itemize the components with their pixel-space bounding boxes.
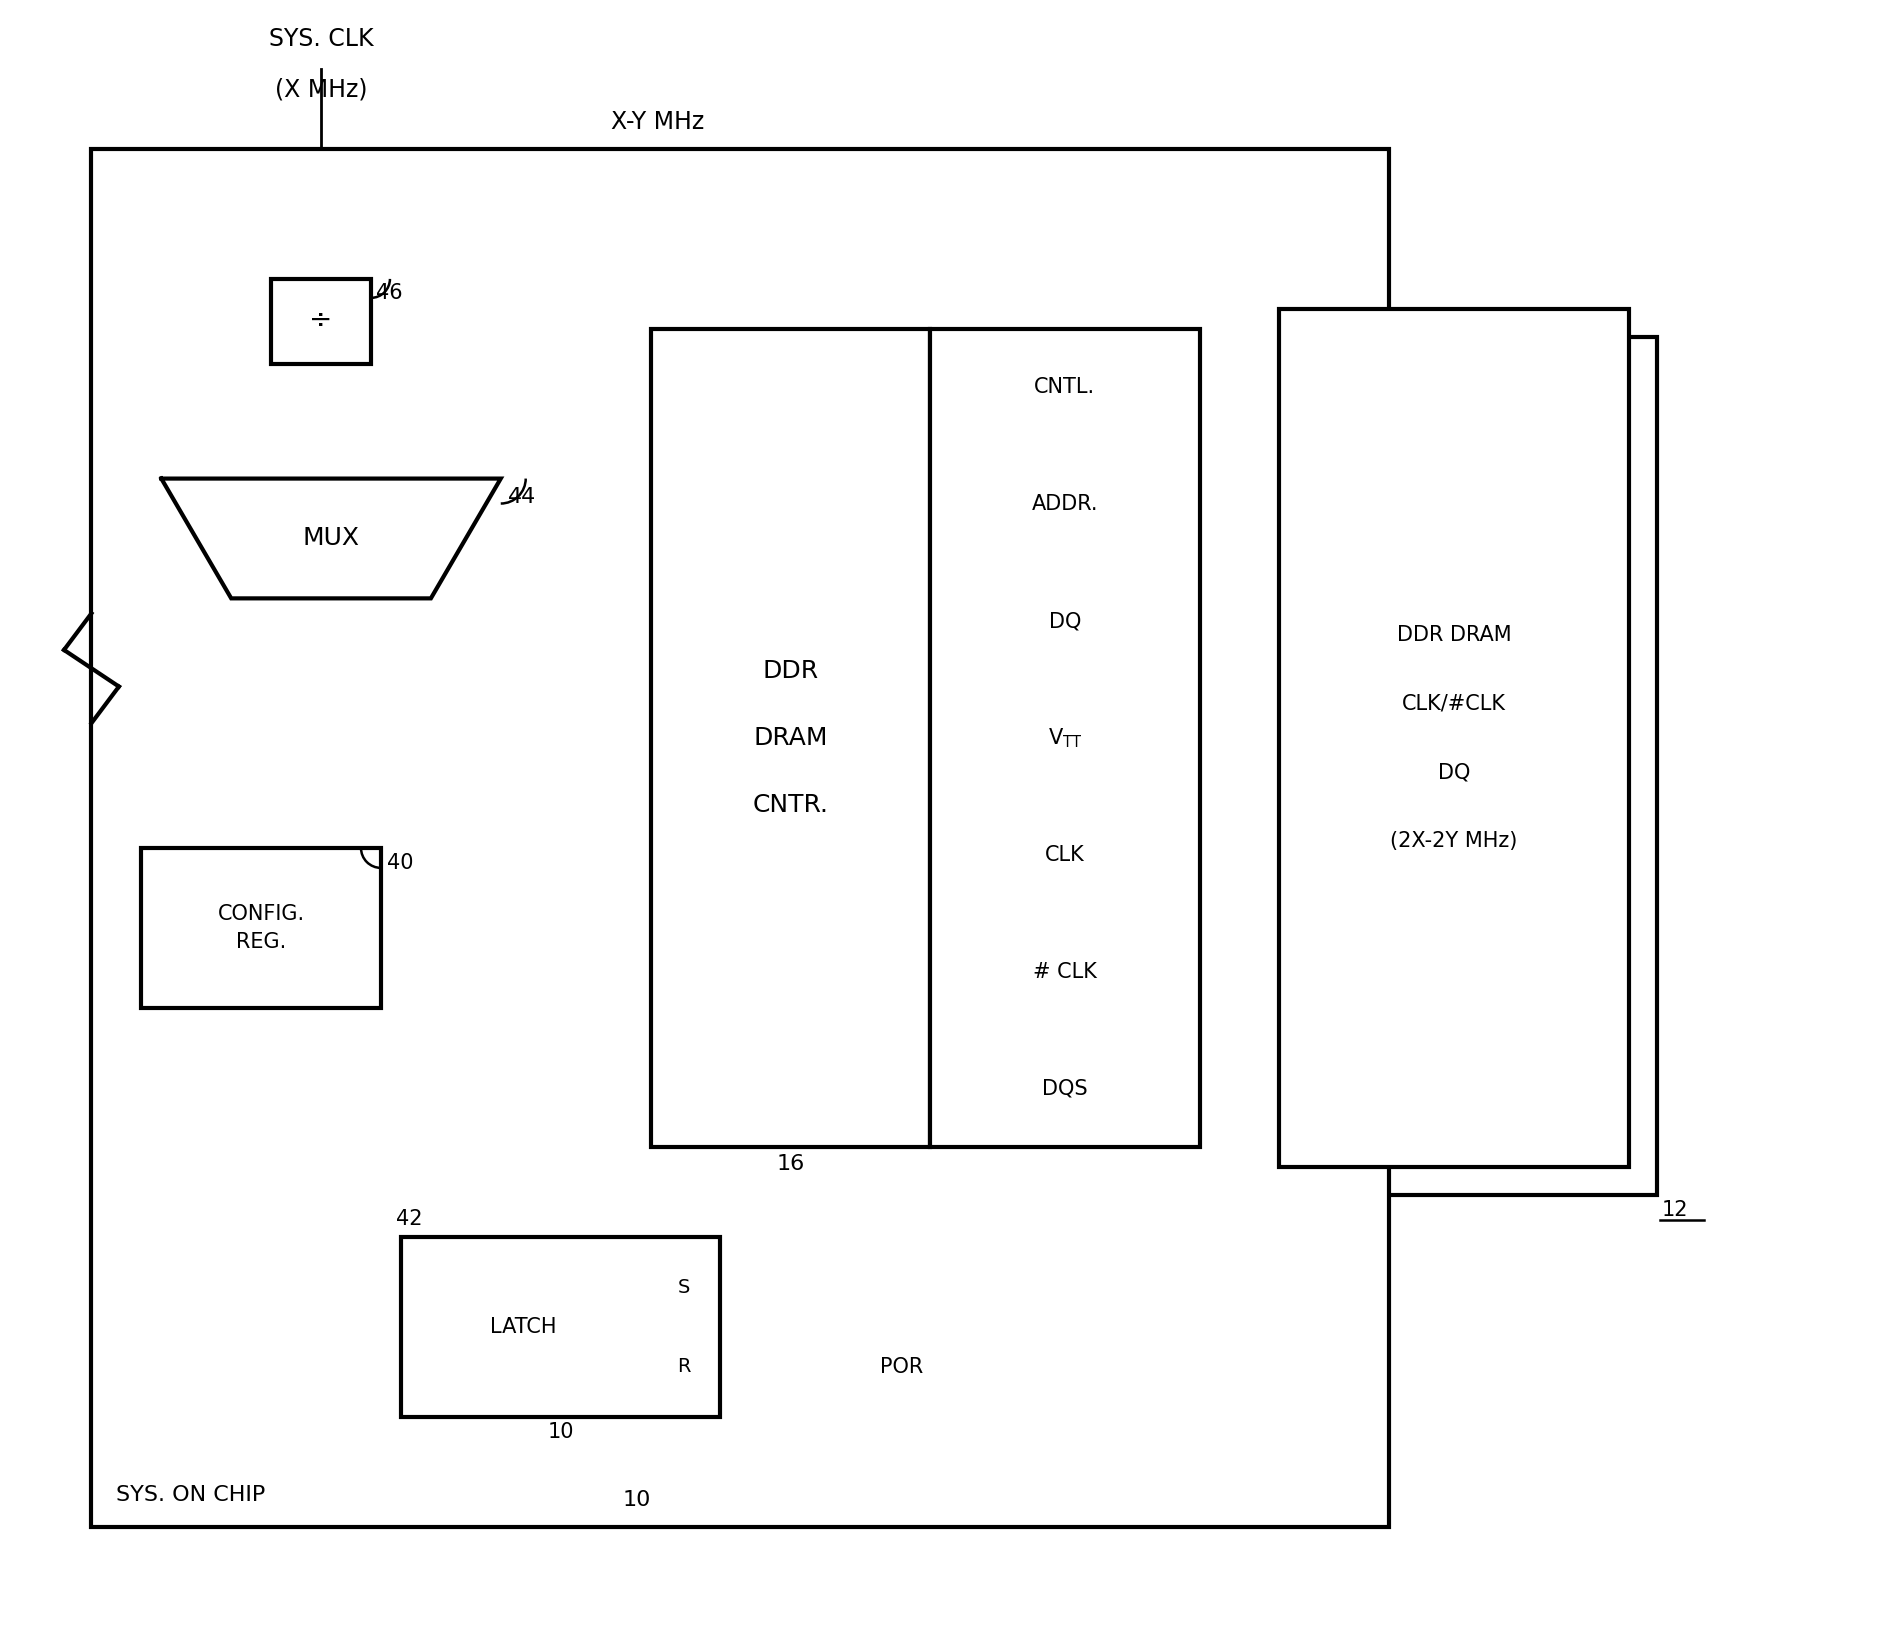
Text: (X MHz): (X MHz)	[276, 77, 368, 101]
Bar	[1279, 309, 1628, 1167]
Text: 10: 10	[547, 1421, 574, 1442]
Text: 44: 44	[508, 487, 536, 506]
Text: POR: POR	[879, 1356, 923, 1377]
Text: ÷: ÷	[309, 308, 332, 335]
Bar	[91, 150, 1389, 1527]
Polygon shape	[160, 479, 500, 599]
Text: CLK: CLK	[1045, 845, 1085, 864]
Text: 40: 40	[387, 853, 413, 873]
Text: 42: 42	[396, 1210, 423, 1229]
Text: R: R	[677, 1358, 691, 1376]
Text: # CLK: # CLK	[1032, 962, 1096, 982]
Text: CNTL.: CNTL.	[1034, 378, 1094, 397]
Bar	[400, 1237, 721, 1416]
Text: 10: 10	[623, 1490, 651, 1509]
Text: CONFIG.
REG.: CONFIG. REG.	[217, 904, 304, 952]
Text: SYS. CLK: SYS. CLK	[268, 28, 374, 52]
Text: ADDR.: ADDR.	[1032, 495, 1098, 514]
Bar	[930, 329, 1200, 1148]
Bar	[651, 329, 930, 1148]
Text: DQS: DQS	[1042, 1079, 1087, 1099]
Text: DQ: DQ	[1049, 610, 1081, 632]
Text: 46: 46	[376, 283, 402, 303]
Text: LATCH: LATCH	[491, 1317, 557, 1337]
Text: X-Y MHz: X-Y MHz	[611, 111, 704, 133]
Bar	[272, 278, 372, 363]
Text: DDR

DRAM

CNTR.: DDR DRAM CNTR.	[753, 659, 828, 817]
Text: $\mathrm{V_{TT}}$: $\mathrm{V_{TT}}$	[1047, 726, 1081, 751]
Bar	[1308, 337, 1657, 1195]
Text: DDR DRAM

CLK/#CLK

DQ

(2X-2Y MHz): DDR DRAM CLK/#CLK DQ (2X-2Y MHz)	[1391, 625, 1517, 851]
Text: S: S	[677, 1278, 689, 1298]
Bar	[142, 848, 381, 1008]
Text: MUX: MUX	[302, 526, 360, 550]
Text: SYS. ON CHIP: SYS. ON CHIP	[117, 1485, 266, 1504]
Text: 12: 12	[1662, 1200, 1689, 1221]
Text: 16: 16	[776, 1154, 804, 1174]
